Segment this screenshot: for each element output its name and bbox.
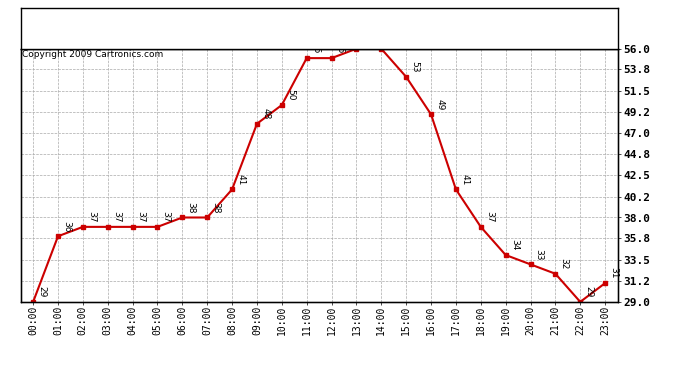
Text: 41: 41 [460, 174, 469, 185]
Text: 53: 53 [411, 61, 420, 73]
Text: 55: 55 [311, 42, 320, 54]
Text: 29: 29 [37, 286, 46, 298]
Text: 29: 29 [584, 286, 593, 298]
Text: 48: 48 [261, 108, 270, 120]
Text: 56: 56 [361, 33, 370, 45]
Text: 36: 36 [62, 220, 71, 232]
Text: 55: 55 [336, 42, 345, 54]
Text: 31: 31 [609, 267, 618, 279]
Text: 38: 38 [186, 202, 195, 213]
Text: Copyright 2009 Cartronics.com: Copyright 2009 Cartronics.com [22, 50, 163, 59]
Text: 37: 37 [137, 211, 146, 223]
Text: 50: 50 [286, 89, 295, 101]
Text: 56: 56 [386, 33, 395, 45]
Text: 41: 41 [236, 174, 245, 185]
Text: 34: 34 [510, 240, 519, 251]
Text: THSW Index per Hour (°F)  (Last 24 Hours) 20090207: THSW Index per Hour (°F) (Last 24 Hours)… [114, 15, 576, 29]
Text: 37: 37 [112, 211, 121, 223]
Text: 38: 38 [211, 202, 220, 213]
Text: 49: 49 [435, 99, 444, 110]
Text: 37: 37 [485, 211, 494, 223]
Text: 37: 37 [161, 211, 170, 223]
Text: 33: 33 [535, 249, 544, 260]
Text: 32: 32 [560, 258, 569, 270]
Text: 37: 37 [87, 211, 96, 223]
